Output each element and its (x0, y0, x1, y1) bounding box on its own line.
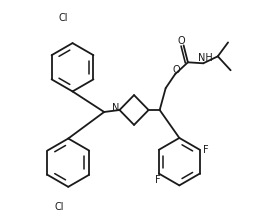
Text: Cl: Cl (55, 202, 65, 212)
Text: O: O (177, 36, 185, 46)
Text: Cl: Cl (58, 13, 68, 23)
Text: N: N (112, 103, 119, 113)
Text: F: F (203, 145, 209, 155)
Text: O: O (173, 65, 180, 75)
Text: NH: NH (198, 53, 212, 63)
Text: F: F (155, 175, 161, 185)
